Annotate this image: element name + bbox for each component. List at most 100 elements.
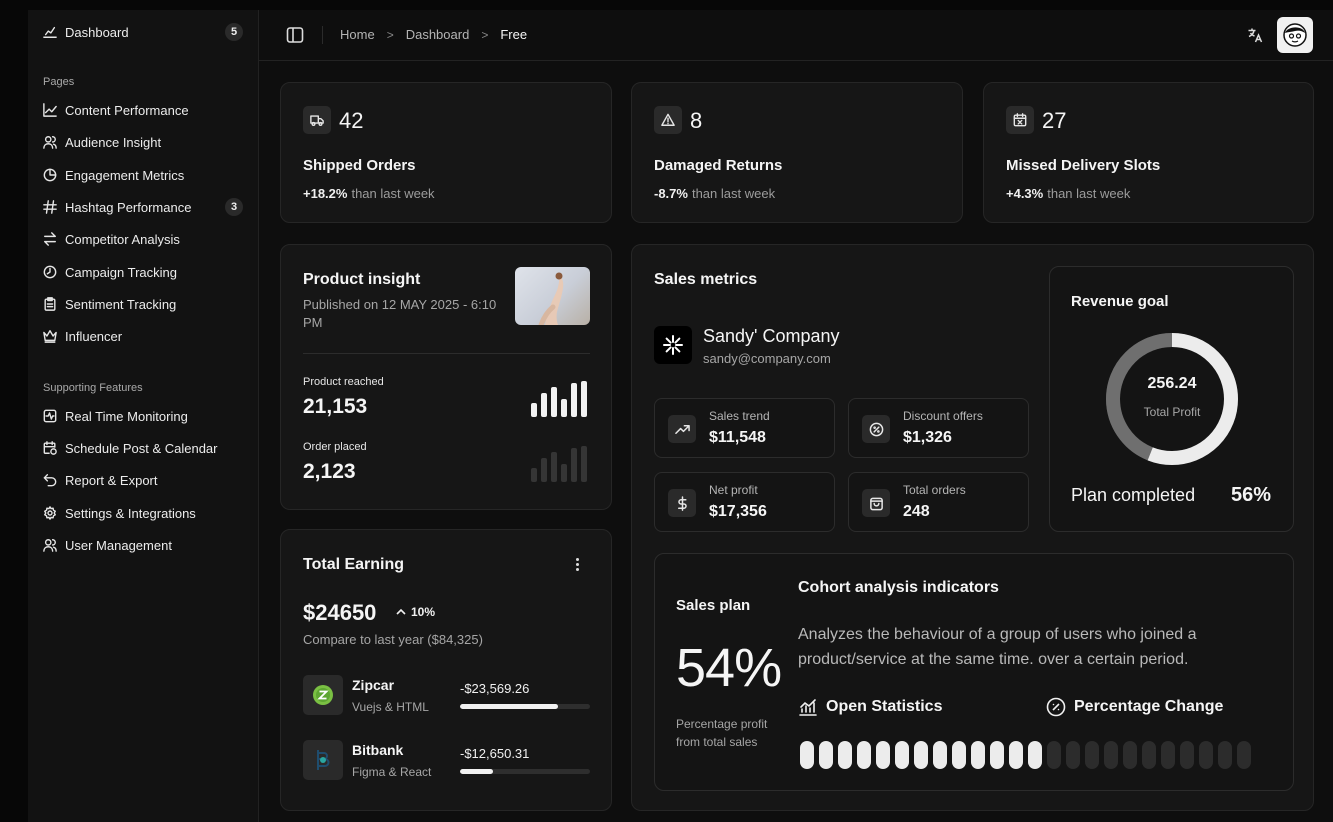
- published-date: Published on 12 MAY 2025 - 6:10 PM: [303, 297, 497, 330]
- stat-change-value: -8.7%: [654, 186, 688, 201]
- sidebar-item-report-export[interactable]: Report & Export: [43, 468, 243, 492]
- sidebar-item-influencer[interactable]: Influencer: [43, 324, 243, 348]
- pill-filled: [876, 741, 890, 769]
- line-chart-icon: [43, 103, 57, 117]
- breadcrumb-dashboard[interactable]: Dashboard: [405, 27, 470, 42]
- sales-metrics-card: Sales metrics Sandy' Company sandy@compa…: [631, 244, 1314, 811]
- sidebar-item-label: Competitor Analysis: [65, 231, 180, 247]
- pie-chart-icon: [43, 168, 57, 182]
- card-title: Product insight: [303, 271, 421, 288]
- gear-icon: [43, 506, 57, 520]
- sidebar-item-schedule-post[interactable]: Schedule Post & Calendar: [43, 436, 243, 460]
- pill-empty: [1237, 741, 1251, 769]
- sidebar-item-dashboard[interactable]: Dashboard 5: [43, 20, 243, 44]
- undo-icon: [43, 473, 57, 487]
- stat-value: 8: [690, 108, 703, 133]
- sales-plan-title: Sales plan: [676, 597, 751, 614]
- sidebar-item-label: Settings & Integrations: [65, 505, 196, 521]
- sidebar-item-sentiment-tracking[interactable]: Sentiment Tracking: [43, 292, 243, 316]
- revenue-goal-card: Revenue goal 256.24 Total Profit Plan co…: [1049, 266, 1294, 532]
- pill-filled: [1009, 741, 1023, 769]
- pill-empty: [1199, 741, 1213, 769]
- reached-label: Product reached: [303, 376, 384, 388]
- order-value: 2,123: [303, 460, 356, 483]
- translate-icon[interactable]: [1247, 27, 1263, 43]
- earning-item-amount: -$12,650.31: [460, 746, 530, 761]
- sidebar-item-competitor-analysis[interactable]: Competitor Analysis: [43, 227, 243, 251]
- cohort-description: Analyzes the behaviour of a group of use…: [798, 626, 1197, 668]
- sidebar-item-label: Campaign Tracking: [65, 264, 177, 280]
- metric-discount-offers[interactable]: Discount offers $1,326: [848, 398, 1029, 458]
- sidebar-item-campaign-tracking[interactable]: Campaign Tracking: [43, 260, 243, 284]
- metric-total-orders[interactable]: Total orders 248: [848, 472, 1029, 532]
- pill-empty: [1085, 741, 1099, 769]
- sidebar-item-label: Hashtag Performance: [65, 199, 192, 215]
- sidebar-item-label: Real Time Monitoring: [65, 408, 188, 424]
- earning-item-name: Zipcar: [352, 677, 395, 693]
- truck-icon: [303, 106, 331, 134]
- sidebar-item-hashtag-performance[interactable]: Hashtag Performance 3: [43, 195, 243, 219]
- product-insight-card: Product insight Published on 12 MAY 2025…: [280, 244, 612, 510]
- pill-empty: [1161, 741, 1175, 769]
- pill-empty: [1066, 741, 1080, 769]
- sidebar-item-audience-insight[interactable]: Audience Insight: [43, 130, 243, 154]
- pill-filled: [914, 741, 928, 769]
- stat-change-value: +4.3%: [1006, 186, 1044, 201]
- reached-value: 21,153: [303, 395, 368, 418]
- earning-item-progress: [460, 769, 590, 774]
- pill-filled: [838, 741, 852, 769]
- pill-filled: [933, 741, 947, 769]
- company-email: sandy@company.com: [703, 351, 831, 366]
- stat-change: +18.2% than last week: [303, 186, 435, 201]
- sidebar-item-user-management[interactable]: User Management: [43, 533, 243, 557]
- earning-item-bitbank[interactable]: Bitbank Figma & React -$12,650.31: [303, 740, 591, 784]
- earning-item-zipcar[interactable]: Zipcar Vuejs & HTML -$23,569.26: [303, 675, 591, 719]
- sidebar: Dashboard 5 Pages Content Performance Au…: [28, 10, 259, 822]
- sidebar-item-settings[interactable]: Settings & Integrations: [43, 501, 243, 525]
- breadcrumb-current: Free: [500, 27, 528, 42]
- earning-change-value: 10%: [411, 605, 436, 619]
- sidebar-badge: 5: [225, 23, 243, 41]
- sidebar-item-label: Dashboard: [65, 24, 129, 40]
- sidebar-item-engagement-metrics[interactable]: Engagement Metrics: [43, 163, 243, 187]
- sidebar-item-label: Influencer: [65, 328, 123, 344]
- sidebar-item-real-time-monitoring[interactable]: Real Time Monitoring: [43, 404, 243, 428]
- hash-icon: [43, 200, 57, 214]
- metric-sales-trend[interactable]: Sales trend $11,548: [654, 398, 835, 458]
- pill-filled: [990, 741, 1004, 769]
- earning-change: 10%: [395, 605, 435, 619]
- stat-change-suffix: than last week: [691, 186, 776, 201]
- open-statistics[interactable]: Open Statistics: [798, 697, 942, 717]
- discount-icon: [862, 415, 890, 443]
- bag-icon: [862, 489, 890, 517]
- revenue-goal-title: Revenue goal: [1071, 293, 1169, 310]
- more-vertical-icon[interactable]: [569, 554, 585, 574]
- revenue-value-label: Total Profit: [1143, 405, 1201, 419]
- chart-icon: [43, 25, 57, 39]
- breadcrumb-home[interactable]: Home: [340, 27, 375, 42]
- app-shell: Dashboard 5 Pages Content Performance Au…: [28, 10, 1333, 822]
- metric-net-profit[interactable]: Net profit $17,356: [654, 472, 835, 532]
- earning-item-progress: [460, 704, 590, 709]
- stat-change-suffix: than last week: [1047, 186, 1131, 201]
- chevron-up-icon: [396, 608, 406, 615]
- divider: [303, 353, 590, 354]
- clipboard-icon: [43, 297, 57, 311]
- arrows-icon: [43, 232, 57, 246]
- earning-item-name: Bitbank: [352, 742, 404, 758]
- percentage-change[interactable]: Percentage Change: [1046, 697, 1223, 717]
- stat-title: Damaged Returns: [654, 157, 783, 174]
- metric-label: Sales trend: [709, 409, 770, 423]
- pill-empty: [1104, 741, 1118, 769]
- reached-bars-icon: [531, 381, 587, 417]
- stat-value: 27: [1042, 108, 1067, 133]
- avatar[interactable]: [1277, 17, 1313, 53]
- clock-icon: [43, 265, 57, 279]
- sales-plan-card: Sales plan 54% Percentage profit from to…: [654, 553, 1294, 791]
- sidebar-item-content-performance[interactable]: Content Performance: [43, 98, 243, 122]
- pill-empty: [1123, 741, 1137, 769]
- sidebar-toggle-icon[interactable]: [286, 26, 304, 44]
- stat-card-missed: 27 Missed Delivery Slots +4.3% than last …: [983, 82, 1314, 223]
- total-earning-card: Total Earning $24650 10% Compare to last…: [280, 529, 612, 811]
- warning-icon: [654, 106, 682, 134]
